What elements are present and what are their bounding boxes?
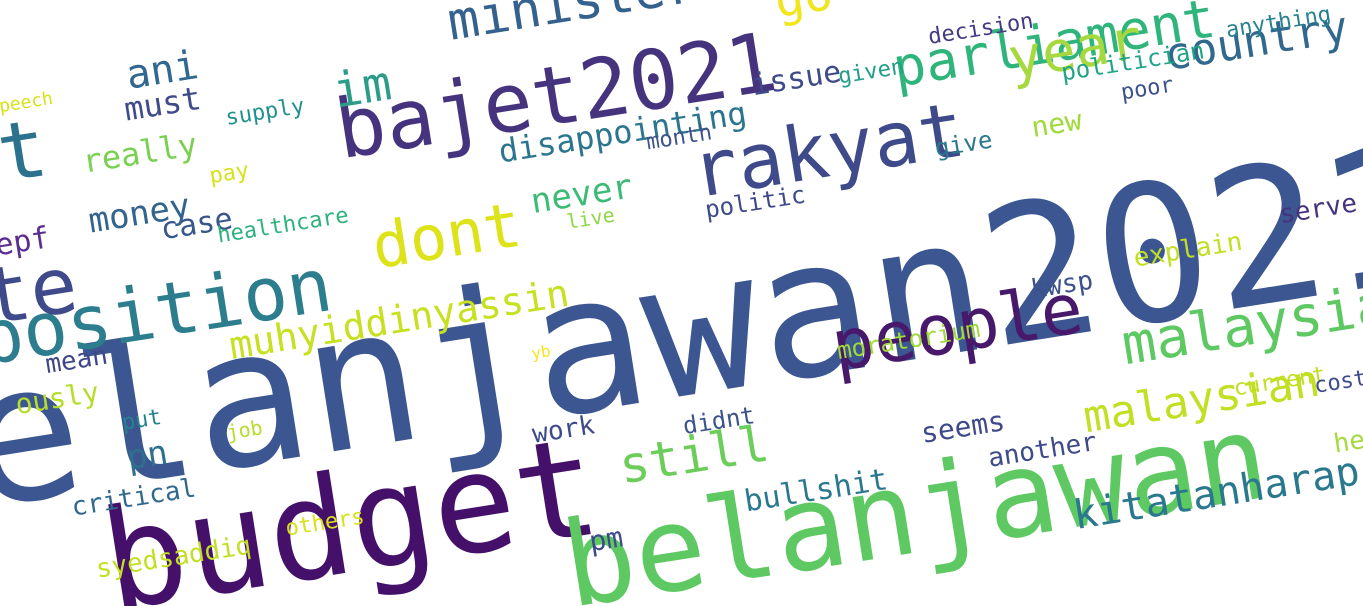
word-pm: pm	[586, 520, 626, 559]
word-really: really	[79, 125, 200, 181]
word-poor: poor	[1119, 72, 1176, 106]
word-pn: pn	[123, 432, 171, 479]
word-job: job	[224, 415, 265, 445]
word-new: new	[1028, 103, 1085, 144]
word-give: give	[932, 125, 995, 163]
word-healthcare: healthcare	[215, 203, 351, 249]
word-nt: nt	[0, 101, 54, 209]
word-help: help	[1331, 420, 1363, 460]
word-go: go	[771, 0, 837, 29]
word-epf: epf	[0, 220, 52, 264]
word-put: put	[120, 404, 164, 436]
word-live: live	[564, 202, 617, 234]
word-cost: cost	[1312, 365, 1363, 399]
word-pay: pay	[207, 158, 251, 190]
word-im: im	[329, 55, 396, 120]
word-ani: ani	[122, 42, 202, 99]
word-yb: yb	[529, 341, 552, 363]
word-supply: supply	[223, 93, 307, 131]
